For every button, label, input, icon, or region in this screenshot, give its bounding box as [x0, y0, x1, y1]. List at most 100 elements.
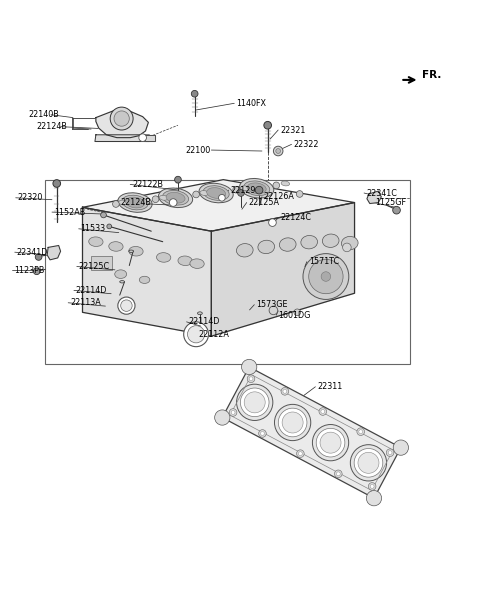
Bar — [45, 179, 410, 364]
Ellipse shape — [247, 183, 266, 194]
Polygon shape — [83, 207, 211, 336]
Circle shape — [114, 111, 129, 126]
Circle shape — [139, 134, 146, 141]
Ellipse shape — [126, 197, 144, 208]
Text: 22122B: 22122B — [132, 180, 163, 189]
Circle shape — [53, 179, 60, 187]
Text: 22124B: 22124B — [36, 122, 68, 131]
Circle shape — [299, 452, 302, 455]
Ellipse shape — [158, 188, 192, 207]
Circle shape — [237, 384, 273, 420]
Circle shape — [247, 375, 255, 383]
Ellipse shape — [200, 191, 208, 195]
Ellipse shape — [199, 183, 233, 203]
Circle shape — [193, 191, 199, 198]
Text: 22124C: 22124C — [280, 213, 311, 222]
Circle shape — [113, 201, 119, 207]
Circle shape — [321, 272, 331, 281]
Text: 22125A: 22125A — [249, 198, 279, 207]
Circle shape — [283, 389, 287, 393]
Text: 22125C: 22125C — [79, 262, 110, 271]
Ellipse shape — [122, 195, 148, 210]
Circle shape — [107, 224, 112, 229]
Ellipse shape — [279, 238, 296, 252]
Circle shape — [386, 449, 394, 457]
Circle shape — [366, 491, 382, 506]
Text: 22100: 22100 — [185, 145, 210, 154]
Polygon shape — [222, 367, 401, 498]
Circle shape — [120, 300, 132, 311]
Ellipse shape — [115, 270, 127, 278]
Text: 22129: 22129 — [230, 185, 256, 195]
Circle shape — [118, 297, 135, 314]
Circle shape — [370, 485, 374, 488]
Circle shape — [343, 243, 351, 252]
Circle shape — [319, 408, 326, 415]
Text: 22112A: 22112A — [198, 330, 229, 339]
Circle shape — [269, 306, 278, 315]
Circle shape — [273, 182, 280, 189]
Ellipse shape — [178, 256, 192, 266]
Text: 22113A: 22113A — [70, 298, 101, 308]
Text: 1601DG: 1601DG — [278, 311, 311, 319]
Circle shape — [188, 325, 204, 343]
Text: FR.: FR. — [422, 70, 442, 80]
Circle shape — [259, 430, 266, 437]
Circle shape — [101, 212, 107, 218]
Circle shape — [321, 409, 324, 414]
Circle shape — [276, 148, 281, 153]
Text: 22124B: 22124B — [120, 198, 152, 207]
Circle shape — [233, 187, 240, 193]
Text: 1125GF: 1125GF — [375, 198, 407, 207]
Ellipse shape — [341, 237, 358, 250]
Polygon shape — [83, 179, 355, 231]
Circle shape — [269, 219, 276, 226]
Polygon shape — [211, 203, 355, 336]
Circle shape — [358, 452, 379, 473]
Ellipse shape — [281, 181, 289, 186]
Text: 1123PB: 1123PB — [14, 266, 44, 275]
Ellipse shape — [163, 191, 189, 205]
Circle shape — [303, 254, 349, 299]
Circle shape — [336, 472, 340, 476]
Circle shape — [274, 146, 283, 156]
Ellipse shape — [258, 240, 275, 254]
Text: 22126A: 22126A — [264, 193, 295, 201]
Circle shape — [238, 190, 244, 196]
Polygon shape — [144, 135, 155, 141]
Text: 11533: 11533 — [81, 224, 106, 233]
Circle shape — [240, 388, 269, 417]
Ellipse shape — [156, 253, 171, 262]
Circle shape — [282, 412, 303, 433]
Circle shape — [297, 450, 304, 458]
Ellipse shape — [301, 235, 318, 249]
Circle shape — [335, 470, 342, 477]
Circle shape — [261, 432, 264, 436]
Circle shape — [357, 428, 364, 436]
Ellipse shape — [237, 244, 253, 257]
Text: 22341C: 22341C — [366, 188, 397, 197]
Circle shape — [192, 91, 198, 97]
Ellipse shape — [207, 188, 226, 198]
Circle shape — [388, 451, 392, 455]
Ellipse shape — [203, 186, 229, 200]
Circle shape — [359, 430, 362, 433]
Ellipse shape — [118, 193, 152, 212]
Text: 22114D: 22114D — [76, 286, 107, 295]
Circle shape — [281, 387, 288, 395]
Text: 1573GE: 1573GE — [256, 300, 288, 309]
Circle shape — [241, 359, 257, 375]
Circle shape — [169, 198, 177, 206]
Ellipse shape — [119, 200, 127, 205]
Text: 1571TC: 1571TC — [309, 257, 339, 266]
Circle shape — [309, 259, 343, 294]
Bar — [91, 256, 112, 271]
Circle shape — [152, 196, 159, 203]
Ellipse shape — [240, 186, 249, 191]
Ellipse shape — [198, 312, 202, 315]
Circle shape — [316, 429, 345, 457]
Text: 22114D: 22114D — [189, 317, 220, 327]
Circle shape — [229, 409, 237, 416]
Circle shape — [393, 440, 408, 455]
Text: 22341D: 22341D — [17, 248, 48, 257]
